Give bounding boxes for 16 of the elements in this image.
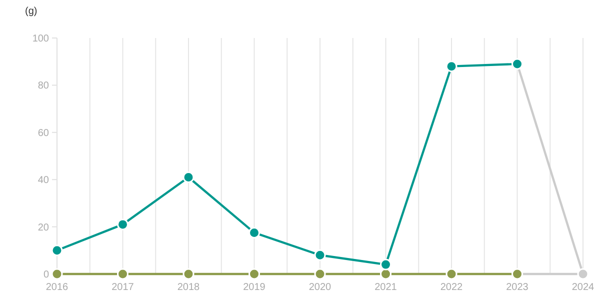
y-tick-label: 100	[32, 34, 50, 44]
y-tick-label: 0	[43, 270, 50, 280]
y-tick-label: 20	[38, 222, 50, 234]
x-tick-label: 2022	[440, 282, 464, 293]
y-axis-title: (g)	[25, 6, 38, 17]
y-tick-label: 60	[38, 128, 50, 139]
y-tick-label: 80	[38, 80, 50, 92]
x-tick-label: 2018	[177, 282, 200, 293]
x-tick-label: 2024	[572, 282, 595, 293]
x-tick-label: 2020	[308, 282, 332, 293]
x-tick-label: 2019	[243, 282, 266, 293]
y-tick-label: 40	[38, 175, 50, 186]
x-tick-label: 2017	[112, 282, 134, 293]
x-tick-label: 2021	[374, 282, 398, 293]
x-tick-label: 2023	[506, 282, 529, 293]
x-tick-label: 2016	[46, 282, 69, 293]
